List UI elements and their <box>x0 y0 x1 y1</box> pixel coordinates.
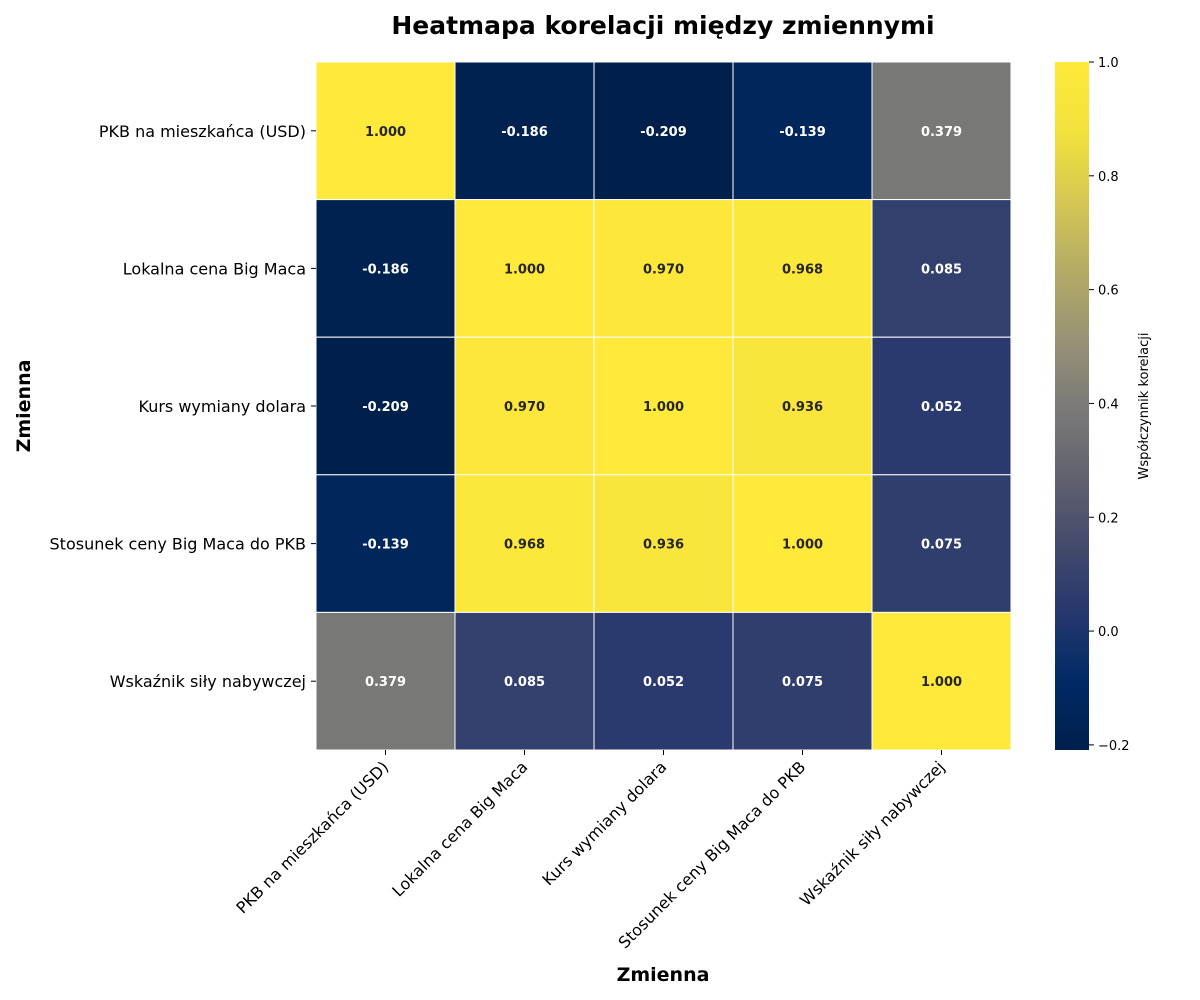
colorbar <box>1055 62 1089 750</box>
heatmap-cell-label: 0.936 <box>643 538 684 553</box>
heatmap-cell-label: 0.075 <box>782 675 823 690</box>
heatmap-cell-label: 1.000 <box>782 538 823 553</box>
colorbar-ticks: −0.2 0.0 0.2 0.4 0.6 0.8 1.0 <box>1089 56 1130 754</box>
colorbar-tick-label: 0.4 <box>1098 397 1119 412</box>
heatmap-cell <box>593 611 734 751</box>
heatmap-cell <box>732 61 873 201</box>
x-tick-label: Wskaźnik siły nabywczej <box>796 757 948 909</box>
heatmap-cell-label: 0.968 <box>504 538 545 553</box>
heatmap-cell-label: 0.075 <box>921 538 962 553</box>
heatmap-cell-label: 0.052 <box>643 675 684 690</box>
heatmap-cell-label: 0.379 <box>365 675 406 690</box>
x-axis-title: Zmienna <box>617 964 710 986</box>
heatmap-cell <box>593 61 734 201</box>
heatmap-cell <box>454 611 595 751</box>
chart-title: Heatmapa korelacji między zmiennymi <box>391 11 934 40</box>
y-tick-label: Stosunek ceny Big Maca do PKB <box>50 535 306 554</box>
colorbar-tick-label: 0.8 <box>1098 170 1119 185</box>
y-axis-ticks: PKB na mieszkańca (USD) Lokalna cena Big … <box>50 122 316 691</box>
heatmap-cell-label: 0.052 <box>921 400 962 415</box>
heatmap-cells <box>315 61 1012 751</box>
heatmap-cell-label: -0.186 <box>501 125 548 140</box>
heatmap-cell <box>315 611 456 751</box>
colorbar-tick-label: 0.0 <box>1098 625 1119 640</box>
heatmap-cell <box>871 336 1012 476</box>
x-axis-ticks: PKB na mieszkańca (USD)Lokalna cena Big … <box>232 750 948 952</box>
x-tick-label: PKB na mieszkańca (USD) <box>232 757 392 917</box>
heatmap-cell-label: 0.085 <box>921 262 962 277</box>
heatmap-cell-label: 1.000 <box>643 400 684 415</box>
x-tick-label: Kurs wymiany dolara <box>538 757 670 889</box>
heatmap-cell <box>871 474 1012 613</box>
y-tick-label: PKB na mieszkańca (USD) <box>99 122 306 141</box>
colorbar-tick-label: 0.2 <box>1098 511 1119 526</box>
heatmap-cell <box>315 61 456 201</box>
heatmap-cell <box>871 61 1012 201</box>
colorbar-tick-label: −0.2 <box>1098 739 1130 754</box>
heatmap-cell <box>454 474 595 613</box>
colorbar-title: Współczynnik korelacji <box>1137 333 1152 480</box>
heatmap-cell <box>593 199 734 338</box>
heatmap-cell-label: 1.000 <box>365 125 406 140</box>
heatmap-cell-label: -0.209 <box>362 400 409 415</box>
heatmap-cell-label: 0.085 <box>504 675 545 690</box>
colorbar-tick-label: 0.6 <box>1098 284 1119 299</box>
heatmap-cell-label: 0.379 <box>921 125 962 140</box>
heatmap-cell <box>732 336 873 476</box>
heatmap-cell <box>593 336 734 476</box>
heatmap-cell-label: 0.936 <box>782 400 823 415</box>
heatmap-cell-label: -0.186 <box>362 262 409 277</box>
heatmap-cell <box>454 61 595 201</box>
heatmap-cell <box>871 199 1012 338</box>
heatmap-cell-label: 0.968 <box>782 262 823 277</box>
heatmap-cell-label: 1.000 <box>921 675 962 690</box>
heatmap-cell <box>454 336 595 476</box>
heatmap-cell-label: 0.970 <box>504 400 545 415</box>
heatmap-cell <box>315 199 456 338</box>
heatmap-cell-label: -0.209 <box>640 125 687 140</box>
heatmap-cell <box>593 474 734 613</box>
heatmap-cell-label: -0.139 <box>779 125 826 140</box>
x-tick-label: Lokalna cena Big Maca <box>388 757 531 900</box>
heatmap-cell-label: 0.970 <box>643 262 684 277</box>
heatmap-cell-label: 1.000 <box>504 262 545 277</box>
y-tick-label: Lokalna cena Big Maca <box>123 259 306 278</box>
y-tick-label: Kurs wymiany dolara <box>139 397 307 416</box>
heatmap-cell-labels: 1.000 -0.186 -0.209 -0.139 0.379 -0.186 1.000 0… <box>362 125 962 690</box>
heatmap-cell <box>732 474 873 613</box>
y-tick-label: Wskaźnik siły nabywczej <box>110 672 306 691</box>
colorbar-tick-label: 1.0 <box>1098 56 1119 71</box>
heatmap-cell-label: -0.139 <box>362 538 409 553</box>
heatmap-cell <box>871 611 1012 751</box>
y-axis-title: Zmienna <box>13 360 35 453</box>
